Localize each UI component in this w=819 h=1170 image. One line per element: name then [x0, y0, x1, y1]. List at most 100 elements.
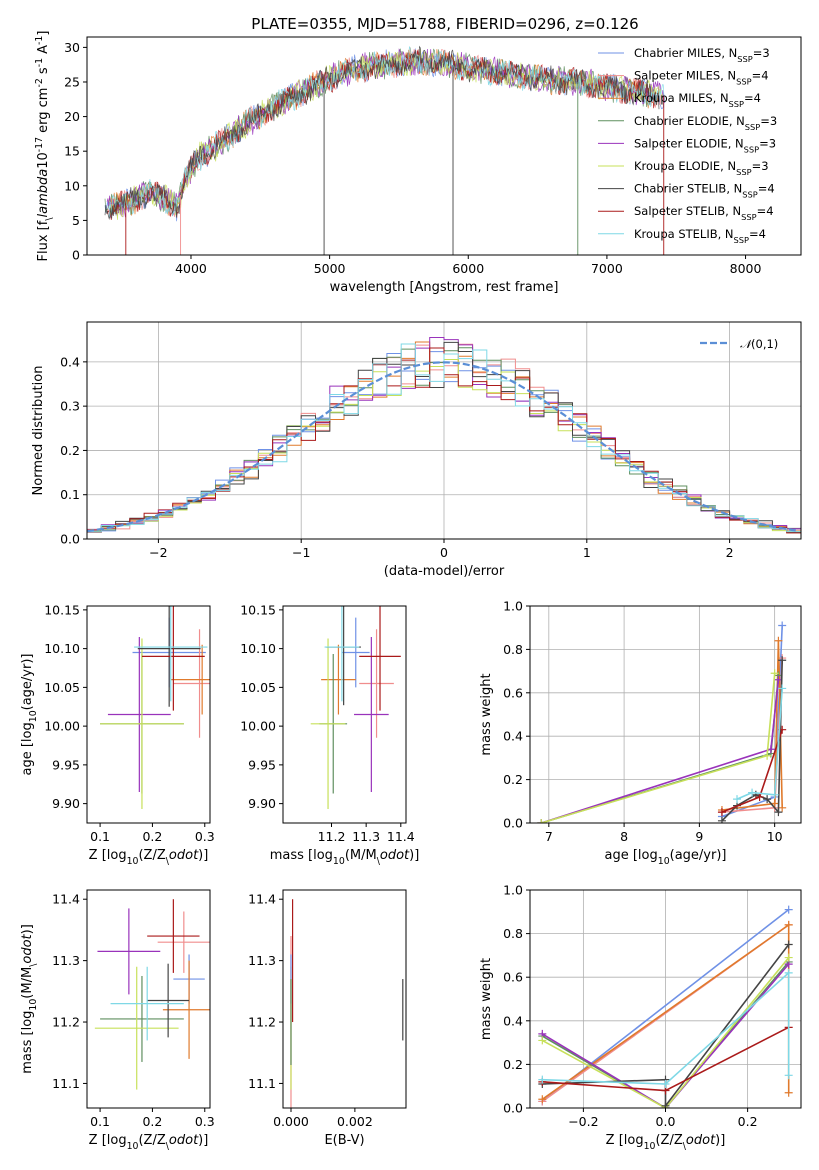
text-span: SSP: [729, 99, 744, 109]
y-axis-label: Normed distribution: [31, 366, 46, 496]
text-span: Z [log: [606, 1133, 644, 1148]
error-bar-model-3: [100, 975, 184, 1062]
y-tick-label: 10.15: [44, 602, 80, 617]
weight-point-marker: [748, 788, 757, 797]
legend-label-0: Chabrier MILES, NSSP=3: [634, 46, 770, 64]
error-bar-model-1: [157, 911, 210, 973]
x-tick-label: −2: [149, 545, 167, 560]
weight-series-model-7: [717, 725, 787, 817]
text-span: SSP: [741, 212, 756, 222]
weight-point-marker: [778, 803, 787, 812]
weight-point-marker: [778, 656, 787, 665]
error-bar-model-5: [94, 966, 179, 1090]
x-tick-label: 0.3: [195, 1114, 215, 1129]
y-tick-label: 15: [64, 144, 80, 159]
weight-line: [721, 729, 783, 813]
text-span: =3: [760, 114, 777, 128]
weight-point-marker: [717, 808, 726, 817]
weight-line: [541, 675, 780, 823]
text-span: Salpeter ELODIE, N: [634, 136, 744, 150]
error-bar-model-7: [359, 606, 401, 711]
text-span: Chabrier STELIB, N: [634, 182, 742, 196]
x-axis-label: mass [log10(M/M\odot)]: [270, 848, 420, 867]
x-tick-label: 8000: [730, 261, 762, 276]
y-tick-label: 0.4: [60, 354, 80, 369]
y-tick-label: 11.4: [248, 892, 276, 907]
text-span: (data-model)/error: [384, 564, 505, 579]
legend-label-6: Chabrier STELIB, NSSP=4: [634, 182, 775, 200]
y-tick-label: 0.8: [503, 642, 523, 657]
text-span: (Z/Z: [138, 1133, 165, 1148]
x-tick-label: 0.1: [90, 1114, 110, 1129]
text-span: odot: [20, 933, 35, 963]
text-span: (0,1): [751, 337, 778, 351]
text-span: )]: [198, 1133, 208, 1148]
text-span: E(B-V): [324, 1133, 364, 1148]
text-span: =4: [757, 204, 774, 218]
text-span: wavelength [Angstrom, rest frame]: [330, 280, 559, 295]
text-span: )]: [198, 848, 208, 863]
text-span: (age/yr)]: [20, 654, 35, 711]
weight-point-marker: [770, 799, 779, 808]
text-span: odot: [169, 848, 199, 863]
weight-point-marker: [538, 1036, 547, 1045]
figure-title: PLATE=0355, MJD=51788, FIBERID=0296, z=0…: [251, 15, 638, 33]
error-bar-model-8: [110, 966, 184, 1041]
legend-label-7: Salpeter STELIB, NSSP=4: [634, 204, 774, 222]
weight-point-marker: [784, 968, 793, 977]
text-span: )]: [409, 848, 419, 863]
x-tick-label: 0.0: [656, 1114, 676, 1129]
weight-line: [541, 673, 776, 823]
y-tick-label: 25: [64, 74, 80, 89]
y-tick-label: 9.90: [248, 796, 276, 811]
text-span: 10: [127, 856, 139, 867]
weight-line: [542, 971, 790, 1085]
text-span: Z [log: [89, 848, 127, 863]
text-span: Z [log: [89, 1133, 127, 1148]
text-span: \: [683, 1141, 687, 1152]
error-bar-model-8: [134, 606, 208, 702]
weight-point-marker: [784, 1071, 793, 1080]
text-span: s: [36, 67, 51, 78]
weight-line: [541, 963, 790, 1108]
weight-point-marker: [778, 684, 787, 693]
data-layer: [538, 905, 793, 1108]
weight-point-marker: [763, 751, 772, 760]
mass-weight-vs-metallicity-plot: −0.2 0.0 0.2 0.0 0.2 0.4 0.6 0.8 1.0 Z [log10(Z/Z…: [479, 883, 802, 1152]
y-tick-label: 10: [64, 178, 80, 193]
legend-label-8: Kroupa STELIB, NSSP=4: [634, 227, 766, 245]
axes-layer: −0.2 0.0 0.2 0.0 0.2 0.4 0.6 0.8 1.0 Z [log10(Z/Z…: [479, 883, 802, 1152]
text-span: \: [44, 217, 55, 221]
text-span: odot: [380, 848, 410, 863]
text-span: -17: [34, 137, 45, 152]
weight-point-marker: [538, 1075, 547, 1084]
x-tick-label: 7000: [591, 261, 623, 276]
text-span: (Z/Z: [138, 848, 165, 863]
text-span: SSP: [745, 122, 760, 132]
x-axis-label: (data-model)/error: [384, 564, 505, 579]
weight-point-marker: [763, 795, 772, 804]
error-bar-model-2: [321, 644, 356, 715]
text-span: odot: [169, 1133, 199, 1148]
weight-point-marker: [538, 1095, 547, 1104]
y-tick-label: 11.2: [52, 1015, 80, 1030]
text-span: Chabrier MILES, N: [634, 46, 737, 60]
x-tick-label: 0.000: [273, 1114, 309, 1129]
error-bar-model-2: [170, 644, 210, 715]
normal-reference-curve: [87, 361, 799, 533]
text-span: lambda: [36, 169, 51, 218]
spectrum-plot: 4000 5000 6000 7000 8000 0 5 10 15 20 25 30 waveleng…: [34, 31, 802, 295]
x-tick-label: 4000: [175, 261, 207, 276]
x-tick-label: 11.4: [387, 829, 415, 844]
y-tick-label: 10.00: [240, 719, 276, 734]
text-span: Salpeter STELIB, N: [634, 204, 741, 218]
y-tick-label: 10.10: [240, 641, 276, 656]
y-tick-label: 0.8: [503, 926, 523, 941]
x-tick-label: 6000: [452, 261, 484, 276]
y-tick-label: 0.6: [503, 970, 523, 985]
text-span: SSP: [744, 144, 759, 154]
residuals-legend: 𝒩(0,1): [700, 337, 778, 351]
